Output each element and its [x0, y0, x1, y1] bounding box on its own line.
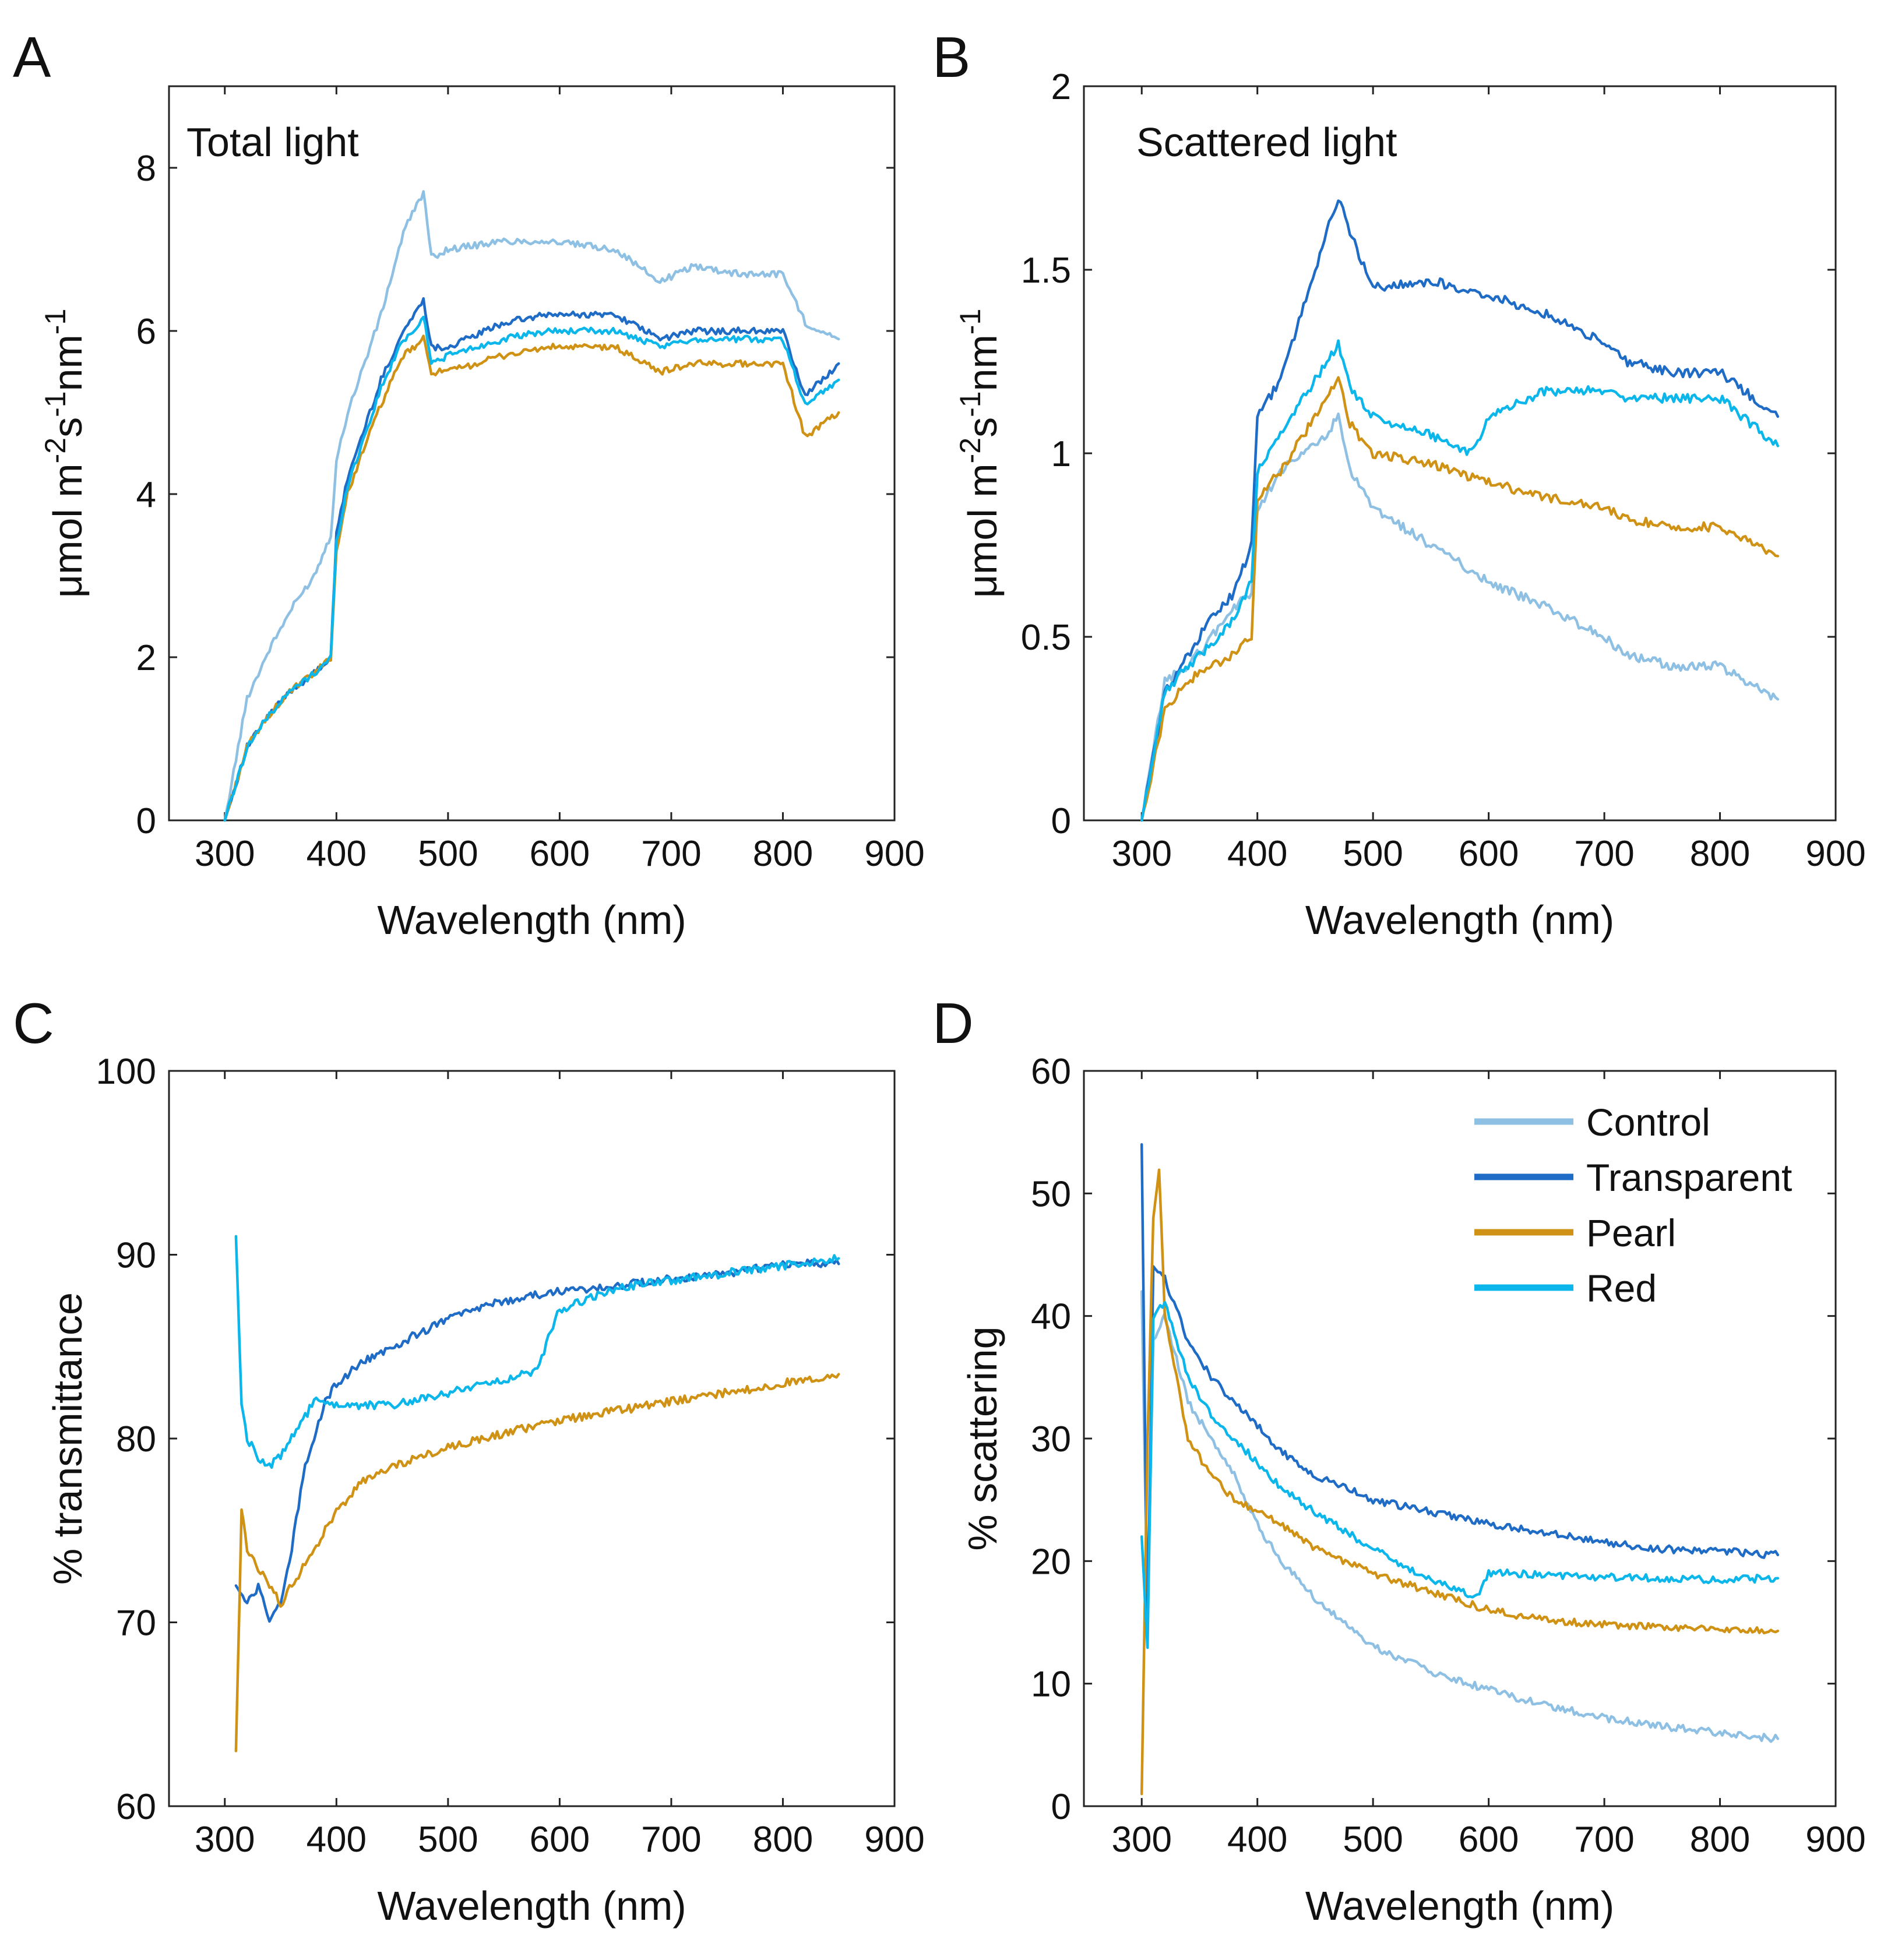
x-tick-label: 700: [1574, 1820, 1634, 1860]
plot-frame-a: [168, 85, 896, 822]
series-line-red-b: [1140, 339, 1780, 822]
plot-frame-b: [1083, 85, 1837, 822]
x-tick-label: 900: [864, 1820, 924, 1860]
y-tick-label: 60: [1031, 1052, 1071, 1092]
series-line-transparent-b: [1140, 199, 1780, 822]
x-axis-label: Wavelength (nm): [1305, 1883, 1614, 1929]
panel-c: C 300 400 500 600 700 800 900 60 70 80 90 100 Wavele…: [13, 991, 925, 1929]
series-line-red-a: [223, 315, 840, 822]
axes-b: 300 400 500 600 700 800 900 0 0.5 1 1.5 2 Wavelength…: [954, 67, 1866, 943]
y-tick-label: 10: [1031, 1665, 1071, 1705]
panel-letter-a: A: [13, 25, 51, 89]
y-axis-label: μmol m-2s-1nm-1: [39, 309, 90, 598]
panel-b: B 300 400 500 600 700 800 900 0 0.5 1 1.5 2 Waveleng…: [932, 25, 1866, 943]
x-tick-label: 600: [530, 1820, 590, 1860]
legend: Control Transparent Pearl Red: [1474, 1101, 1792, 1310]
series-line-control-a: [223, 190, 840, 822]
x-tick-label: 700: [641, 1820, 701, 1860]
panel-letter-d: D: [932, 991, 974, 1055]
series-line-transparent-c: [234, 1259, 840, 1623]
panel-d: D 300 400 500 600 700 800 900 0 10 20 30 40 50 60 Wave…: [932, 991, 1866, 1929]
y-tick-label: 40: [1031, 1297, 1071, 1337]
x-tick-label: 600: [530, 834, 590, 874]
legend-label-transparent: Transparent: [1586, 1156, 1792, 1199]
x-tick-label: 600: [1459, 834, 1519, 874]
y-tick-label: 80: [116, 1419, 156, 1460]
y-tick-label: 0.5: [1021, 618, 1071, 658]
x-tick-label: 400: [1227, 1820, 1287, 1860]
y-tick-label: 1.5: [1021, 251, 1071, 291]
x-tick-label: 400: [1227, 834, 1287, 874]
series-line-pearl-c: [234, 1373, 840, 1753]
series-line-pearl-b: [1140, 376, 1780, 822]
y-tick-label: 70: [116, 1603, 156, 1644]
y-tick-label: 0: [136, 801, 156, 841]
x-axis-label: Wavelength (nm): [1305, 897, 1614, 943]
y-tick-label: 6: [136, 312, 156, 352]
panel-letter-b: B: [932, 25, 970, 89]
axes-d: 300 400 500 600 700 800 900 0 10 20 30 40 50 60 Wavele…: [960, 1052, 1866, 1929]
y-axis-label: % scattering: [960, 1326, 1005, 1550]
y-tick-label: 4: [136, 475, 156, 515]
x-tick-label: 800: [1690, 1820, 1750, 1860]
y-tick-label: 20: [1031, 1542, 1071, 1582]
x-axis-label: Wavelength (nm): [377, 897, 686, 943]
x-tick-label: 300: [1112, 834, 1172, 874]
y-tick-label: 30: [1031, 1419, 1071, 1460]
series-line-control-b: [1140, 412, 1780, 822]
x-tick-label: 800: [753, 1820, 813, 1860]
series-line-red-d: [1140, 1300, 1780, 1649]
x-tick-label: 400: [307, 834, 367, 874]
x-tick-label: 500: [1343, 1820, 1403, 1860]
axes-c: 300 400 500 600 700 800 900 60 70 80 90 100 Waveleng…: [45, 1052, 925, 1929]
series-line-transparent-a: [223, 297, 840, 822]
y-tick-label: 8: [136, 149, 156, 189]
x-tick-label: 500: [1343, 834, 1403, 874]
x-tick-label: 300: [1112, 1820, 1172, 1860]
x-tick-label: 300: [195, 834, 255, 874]
x-tick-label: 500: [418, 1820, 478, 1860]
panel-b-title: Scattered light: [1136, 119, 1397, 165]
x-tick-label: 400: [307, 1820, 367, 1860]
y-tick-label: 0: [1051, 1787, 1071, 1827]
y-tick-label: 100: [96, 1052, 156, 1092]
series-line-transparent-d: [1140, 1143, 1780, 1636]
y-axis-label: % transmittance: [45, 1292, 90, 1585]
x-tick-label: 900: [864, 834, 924, 874]
x-tick-label: 700: [641, 834, 701, 874]
y-tick-label: 2: [136, 638, 156, 678]
x-axis-label: Wavelength (nm): [377, 1883, 686, 1929]
series-line-red-c: [234, 1235, 840, 1469]
panel-letter-c: C: [13, 991, 54, 1055]
axes-a: 300 400 500 600 700 800 900 0 2 4 6 8 Wavelength (nm…: [39, 85, 925, 943]
series-line-pearl-d: [1140, 1168, 1780, 1796]
x-tick-label: 800: [753, 834, 813, 874]
y-tick-label: 0: [1051, 801, 1071, 841]
y-axis-label: μmol m-2s-1nm-1: [954, 309, 1005, 598]
y-tick-label: 60: [116, 1787, 156, 1827]
y-tick-label: 2: [1051, 67, 1071, 107]
panel-a-title: Total light: [186, 119, 359, 165]
legend-label-pearl: Pearl: [1586, 1211, 1676, 1254]
plot-frame-c: [168, 1070, 896, 1807]
y-tick-label: 90: [116, 1236, 156, 1276]
legend-label-red: Red: [1586, 1267, 1657, 1310]
y-tick-label: 50: [1031, 1174, 1071, 1214]
x-tick-label: 800: [1690, 834, 1750, 874]
x-tick-label: 700: [1574, 834, 1634, 874]
y-tick-label: 1: [1051, 434, 1071, 474]
x-tick-label: 600: [1459, 1820, 1519, 1860]
legend-label-control: Control: [1586, 1101, 1710, 1144]
panel-a: A 300 400 500 600 700 800 900 0 2 4 6 8 Wavelength (…: [13, 25, 925, 943]
x-tick-label: 500: [418, 834, 478, 874]
series-line-pearl-a: [223, 334, 840, 822]
x-tick-label: 900: [1805, 1820, 1865, 1860]
x-tick-label: 300: [195, 1820, 255, 1860]
x-tick-label: 900: [1805, 834, 1865, 874]
